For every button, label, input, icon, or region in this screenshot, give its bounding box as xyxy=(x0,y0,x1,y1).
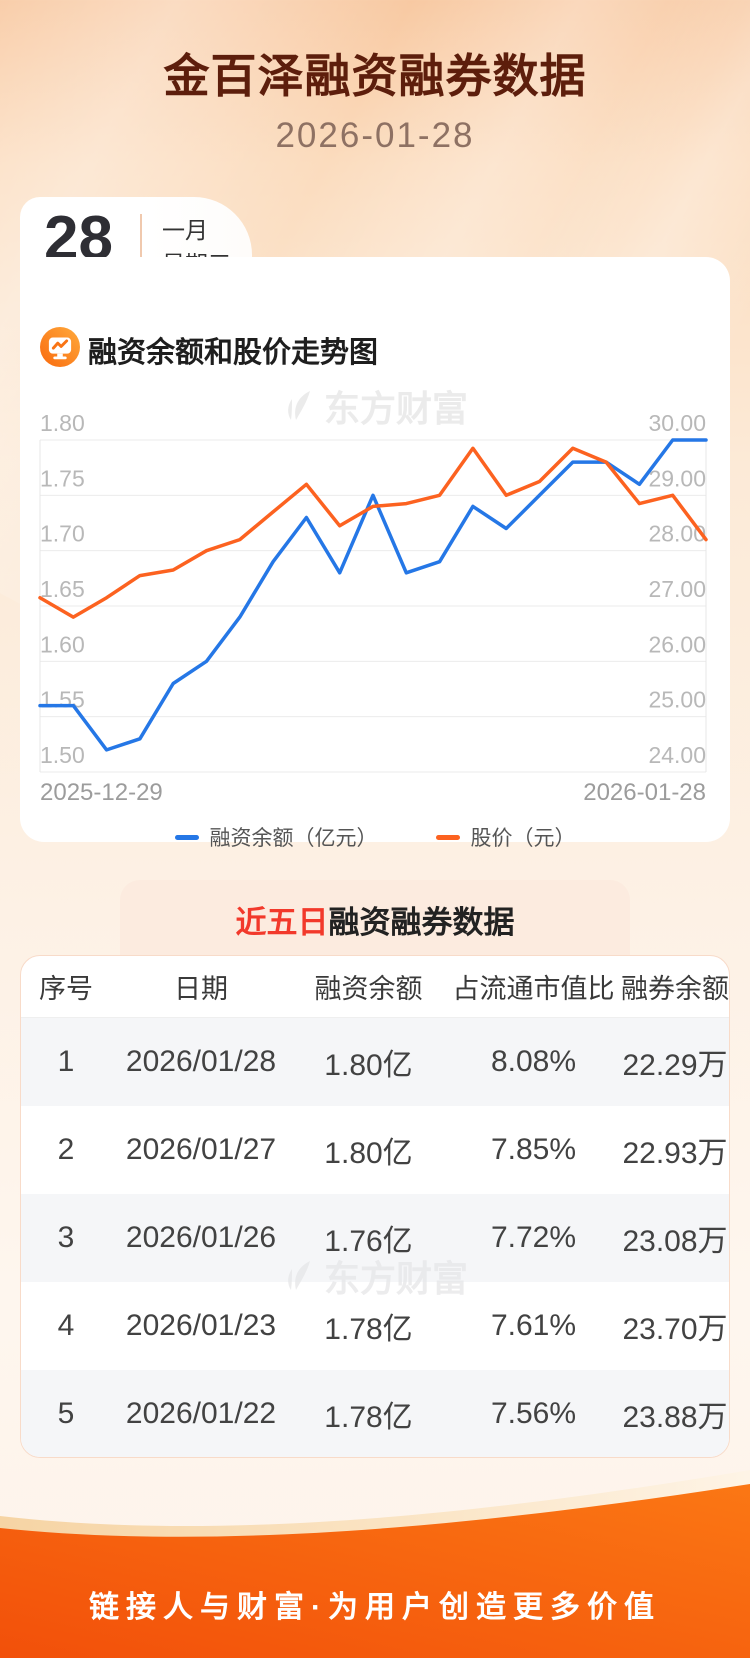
calendar-card xyxy=(20,197,252,267)
table-cell: 22.29万 xyxy=(622,1049,728,1082)
legend-marker-blue xyxy=(174,834,199,840)
right-axis-tick: 28.00 xyxy=(648,521,706,547)
table-cell: 2026/01/28 xyxy=(125,1045,277,1078)
table-cell: 23.88万 xyxy=(622,1401,728,1434)
left-axis-tick: 1.60 xyxy=(40,631,85,657)
table-cell: 3 xyxy=(57,1221,75,1254)
table-cell: 2026/01/27 xyxy=(125,1133,277,1166)
table-cell: 23.08万 xyxy=(622,1225,728,1258)
legend-item-margin-balance: 融资余额（亿元） xyxy=(174,822,378,852)
legend-marker-orange xyxy=(435,834,460,840)
left-axis-tick: 1.70 xyxy=(40,521,85,547)
left-axis-tick: 1.55 xyxy=(40,687,85,713)
table-cell: 7.56% xyxy=(490,1397,577,1430)
table-cell: 7.85% xyxy=(490,1133,577,1166)
table-cell: 5 xyxy=(57,1397,75,1430)
table-row: 3 2026/01/26 1.76亿 7.72% 23.08万 xyxy=(21,1194,729,1282)
right-axis-tick: 25.00 xyxy=(648,687,706,713)
footer-wave xyxy=(0,1470,750,1658)
table-title-highlight: 近五日 xyxy=(235,905,329,940)
trend-line-chart: 1.80 30.00 1.75 29.00 1.70 28.00 1.65 27.00 1.60… xyxy=(38,410,708,806)
right-axis-tick: 26.00 xyxy=(648,631,706,657)
right-axis-tick: 27.00 xyxy=(648,576,706,602)
table-row: 5 2026/01/22 1.78亿 7.56% 23.88万 xyxy=(21,1370,729,1457)
calendar-divider xyxy=(140,214,142,276)
series-left xyxy=(38,438,708,752)
right-axis-tick: 30.00 xyxy=(648,410,706,436)
chart-section-title: 融资余额和股价走势图 xyxy=(88,337,379,369)
column-header: 序号 xyxy=(39,974,93,1004)
column-header: 日期 xyxy=(174,974,228,1004)
table-section-header: 近五日融资融券数据 xyxy=(120,880,630,956)
table-cell: 7.61% xyxy=(490,1309,577,1342)
page-title: 金百泽融资融券数据 xyxy=(163,50,587,102)
table-cell: 2026/01/26 xyxy=(125,1221,277,1254)
x-axis-label-end: 2026-01-28 xyxy=(583,779,706,806)
chart-card xyxy=(20,257,730,842)
table-cell: 2026/01/22 xyxy=(125,1397,277,1430)
left-axis-tick: 1.65 xyxy=(40,576,85,602)
header-date: 2026-01-28 xyxy=(275,116,475,155)
table-cell: 1.76亿 xyxy=(324,1225,413,1258)
series-right xyxy=(38,446,708,619)
legend-label: 股价（元） xyxy=(470,827,576,850)
calendar-month: 一月 xyxy=(162,217,208,243)
table-cell: 4 xyxy=(57,1309,75,1342)
column-header: 融券余额 xyxy=(621,974,729,1004)
monitor-trend-icon xyxy=(40,327,80,367)
table-cell: 23.70万 xyxy=(622,1313,728,1346)
table-cell: 22.93万 xyxy=(622,1137,728,1170)
table-cell: 8.08% xyxy=(490,1045,577,1078)
table-header-row: 序号 日期 融资余额 占流通市值比 融券余额 xyxy=(21,956,729,1018)
legend-item-stock-price: 股价（元） xyxy=(435,822,576,852)
left-axis-tick: 1.75 xyxy=(40,465,85,491)
table-row: 2 2026/01/27 1.80亿 7.85% 22.93万 xyxy=(21,1106,729,1194)
legend-label: 融资余额（亿元） xyxy=(209,827,378,850)
right-axis-tick: 24.00 xyxy=(648,742,706,768)
table-title-rest: 融资融券数据 xyxy=(328,905,515,940)
left-axis-tick: 1.80 xyxy=(40,410,85,436)
table-cell: 1.80亿 xyxy=(324,1137,413,1170)
data-table-card: 序号 日期 融资余额 占流通市值比 融券余额 1 2026/01/28 1.80亿 8.08%… xyxy=(20,955,730,1458)
table-cell: 7.72% xyxy=(490,1221,577,1254)
table-body: 1 2026/01/28 1.80亿 8.08% 22.29万 2 2026/01/27 1.… xyxy=(21,1018,729,1457)
table-cell: 1.78亿 xyxy=(324,1313,413,1346)
table-row: 1 2026/01/28 1.80亿 8.08% 22.29万 xyxy=(21,1018,729,1106)
right-axis-tick: 29.00 xyxy=(648,465,706,491)
footer-slogan: 链接人与财富·为用户创造更多价值 xyxy=(89,1591,661,1624)
chart-legend: 融资余额（亿元） 股价（元） xyxy=(0,822,750,852)
column-header: 融资余额 xyxy=(314,974,423,1004)
table-cell: 1 xyxy=(57,1045,75,1078)
x-axis-label-start: 2025-12-29 xyxy=(40,779,163,806)
table-cell: 1.78亿 xyxy=(324,1401,413,1434)
table-cell: 1.80亿 xyxy=(324,1049,413,1082)
column-header: 占流通市值比 xyxy=(452,974,615,1004)
table-cell: 2 xyxy=(57,1133,75,1166)
left-axis-tick: 1.50 xyxy=(40,742,85,768)
table-cell: 2026/01/23 xyxy=(125,1309,277,1342)
table-row: 4 2026/01/23 1.78亿 7.61% 23.70万 xyxy=(21,1282,729,1370)
